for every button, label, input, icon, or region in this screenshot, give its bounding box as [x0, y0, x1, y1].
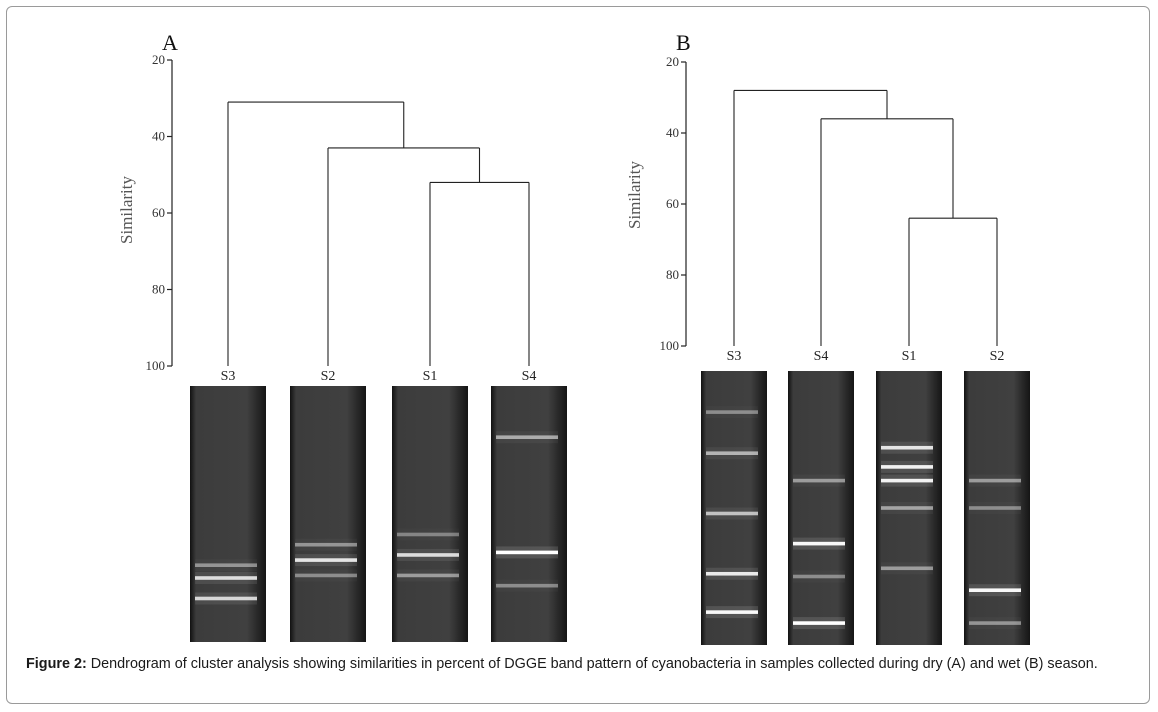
gel-band: [793, 541, 845, 546]
gel-band: [397, 553, 459, 557]
gel-band-glow: [295, 538, 357, 551]
leaf-label-s3: S3: [221, 369, 236, 384]
gel-lane-s3: [190, 386, 266, 642]
gel-band: [295, 542, 357, 547]
y-tick-label: 60: [666, 196, 679, 211]
y-tick-label: 20: [152, 52, 165, 67]
y-axis-title: Similarity: [117, 176, 136, 245]
gel-band: [881, 506, 933, 510]
gel-band: [969, 588, 1021, 592]
gel-band-glow: [969, 474, 1021, 487]
leaf-label-s2: S2: [990, 349, 1005, 364]
gel-lane-s2: [964, 371, 1030, 645]
gel-lane-s1: [392, 386, 468, 642]
gel-band: [195, 563, 257, 567]
gel-band: [706, 610, 758, 614]
leaf-label-s2: S2: [321, 369, 336, 384]
y-tick-label: 40: [666, 125, 679, 140]
gel-band-glow: [881, 562, 933, 575]
gel-band: [295, 558, 357, 562]
gel-band: [496, 583, 558, 588]
gel-band: [496, 550, 558, 555]
gel-lane-s2: [290, 386, 366, 642]
y-tick-label: 100: [146, 358, 166, 373]
gel-band: [969, 621, 1021, 625]
panel-label-b: B: [676, 30, 691, 55]
gel-band-glow: [397, 569, 459, 582]
gel-band: [195, 596, 257, 601]
y-tick-label: 100: [660, 338, 680, 353]
y-tick-label: 40: [152, 129, 165, 144]
gel-band: [496, 435, 558, 439]
leaf-label-s1: S1: [902, 349, 917, 364]
gel-band: [881, 478, 933, 483]
leaf-label-s4: S4: [814, 349, 829, 364]
gel-band-glow: [969, 617, 1021, 630]
gel-band: [706, 571, 758, 576]
y-tick-label: 80: [152, 282, 165, 297]
gel-band: [397, 532, 459, 537]
y-tick-label: 20: [666, 54, 679, 69]
gel-lane-background: [701, 371, 767, 645]
gel-band: [706, 511, 758, 516]
gel-band: [793, 621, 845, 625]
gel-lane-background: [788, 371, 854, 645]
y-axis-title: Similarity: [625, 161, 644, 230]
gel-lane-s4: [788, 371, 854, 645]
gel-lane-s1: [876, 371, 942, 645]
gel-band: [706, 451, 758, 455]
gel-band-glow: [793, 474, 845, 487]
gel-lane-s4: [491, 386, 567, 642]
panel-b: B20 40 60 80 100 Similarity S3 S4 S1 S2: [625, 30, 1030, 645]
gel-band: [397, 573, 459, 578]
gel-band: [969, 506, 1021, 510]
gel-band: [881, 445, 933, 450]
gel-lane-background: [392, 386, 468, 642]
panel-label-a: A: [162, 30, 178, 55]
gel-band: [881, 566, 933, 571]
leaf-label-s4: S4: [522, 369, 537, 384]
leaf-label-s3: S3: [727, 349, 742, 364]
gel-lane-background: [964, 371, 1030, 645]
gel-band: [195, 576, 257, 580]
y-tick-label: 60: [152, 205, 165, 220]
caption-text: Dendrogram of cluster analysis showing s…: [86, 656, 1098, 672]
gel-band: [881, 465, 933, 469]
figure-caption: Figure 2: Dendrogram of cluster analysis…: [26, 655, 1134, 674]
gel-band-glow: [195, 559, 257, 572]
caption-label: Figure 2:: [26, 656, 87, 672]
gel-band: [793, 574, 845, 579]
y-tick-label: 80: [666, 267, 679, 282]
gel-lane-background: [491, 386, 567, 642]
gel-lane-s3: [701, 371, 767, 645]
panel-a: A20 40 60 80 100 Similarity S3 S2 S1 S4: [117, 30, 567, 642]
gel-band: [969, 478, 1021, 483]
gel-band: [295, 573, 357, 578]
gel-band: [706, 410, 758, 414]
gel-lane-background: [290, 386, 366, 642]
leaf-label-s1: S1: [423, 369, 438, 384]
gel-band: [793, 478, 845, 483]
